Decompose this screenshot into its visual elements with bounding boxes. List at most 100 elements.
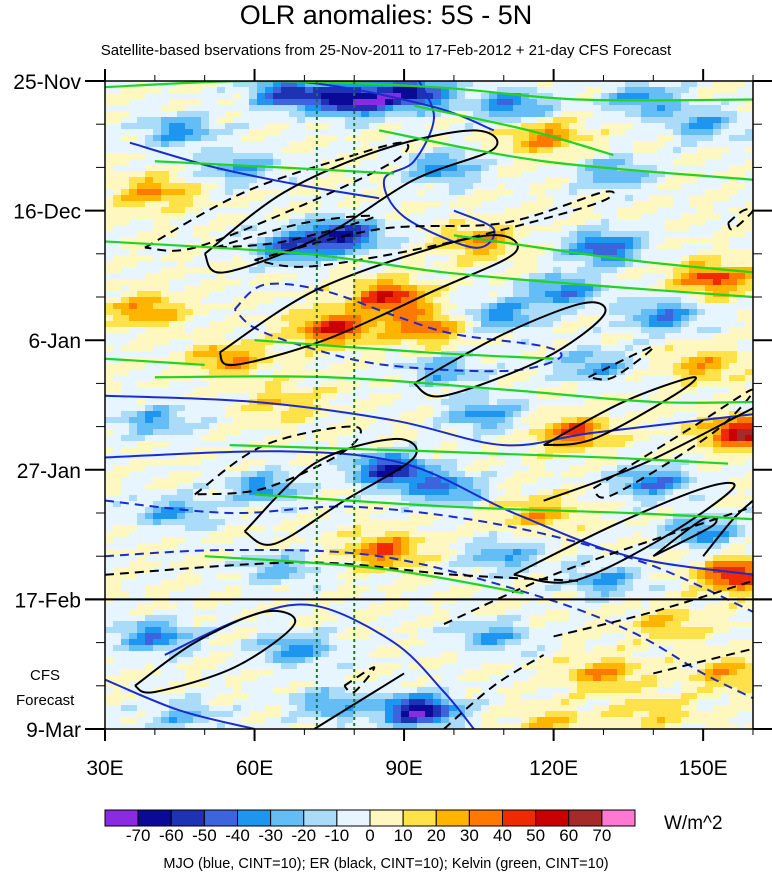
heat-cell <box>641 189 650 196</box>
heat-cell <box>249 441 258 448</box>
heat-cell <box>657 93 666 100</box>
heat-cell <box>217 387 226 394</box>
heat-cell <box>729 405 738 412</box>
heat-cell <box>329 447 338 454</box>
heat-cell <box>681 123 690 130</box>
heat-cell <box>161 207 170 214</box>
heat-cell <box>625 399 634 406</box>
heat-cell <box>433 261 442 268</box>
heat-cell <box>657 207 666 214</box>
heat-cell <box>409 231 418 238</box>
heat-cell <box>513 93 522 100</box>
heat-cell <box>473 303 482 310</box>
heat-cell <box>641 327 650 334</box>
heat-cell <box>609 159 618 166</box>
heat-cell <box>681 423 690 430</box>
heat-cell <box>177 249 186 256</box>
heat-cell <box>505 399 514 406</box>
heat-cell <box>313 435 322 442</box>
heat-cell <box>593 171 602 178</box>
heat-cell <box>457 231 466 238</box>
heat-cell <box>417 429 426 436</box>
heat-cell <box>233 261 242 268</box>
heat-cell <box>177 219 186 226</box>
heat-cell <box>697 405 706 412</box>
heat-cell <box>401 171 410 178</box>
heat-cell <box>609 387 618 394</box>
heat-cell <box>545 357 554 364</box>
heat-cell <box>385 255 394 262</box>
heat-cell <box>681 273 690 280</box>
heat-cell <box>585 183 594 190</box>
heat-cell <box>209 255 218 262</box>
heat-cell <box>721 147 730 154</box>
heat-cell <box>489 297 498 304</box>
heat-cell <box>689 189 698 196</box>
heat-cell <box>641 381 650 388</box>
heat-cell <box>537 393 546 400</box>
heat-cell <box>289 273 298 280</box>
heat-cell <box>385 105 394 112</box>
heat-cell <box>537 423 546 430</box>
heat-cell <box>241 129 250 136</box>
heat-cell <box>225 429 234 436</box>
heat-cell <box>105 267 114 274</box>
heat-cell <box>193 339 202 346</box>
heat-cell <box>121 171 130 178</box>
heat-cell <box>401 399 410 406</box>
heat-cell <box>537 321 546 328</box>
heat-cell <box>713 309 722 316</box>
heat-cell <box>457 399 466 406</box>
heat-cell <box>121 267 130 274</box>
heat-cell <box>681 249 690 256</box>
heat-cell <box>177 303 186 310</box>
heat-cell <box>169 93 178 100</box>
heat-cell <box>249 429 258 436</box>
heat-cell <box>193 309 202 316</box>
heat-cell <box>129 243 138 250</box>
heat-cell <box>433 195 442 202</box>
heat-cell <box>513 393 522 400</box>
heat-cell <box>521 333 530 340</box>
heat-cell <box>505 195 514 202</box>
heat-cell <box>129 153 138 160</box>
heat-cell <box>657 369 666 376</box>
heat-cell <box>297 129 306 136</box>
heat-cell <box>561 399 570 406</box>
heat-cell <box>289 321 298 328</box>
heat-cell <box>649 141 658 148</box>
heat-cell <box>345 87 354 94</box>
heat-cell <box>433 327 442 334</box>
heat-cell <box>609 219 618 226</box>
heat-cell <box>481 141 490 148</box>
heat-cell <box>417 393 426 400</box>
heat-cell <box>593 195 602 202</box>
heat-cell <box>545 261 554 268</box>
heat-cell <box>217 405 226 412</box>
heat-cell <box>537 297 546 304</box>
heat-cell <box>321 201 330 208</box>
heat-cell <box>633 237 642 244</box>
heat-cell <box>113 351 122 358</box>
heat-cell <box>289 255 298 262</box>
heat-cell <box>241 399 250 406</box>
heat-cell <box>457 267 466 274</box>
heat-cell <box>377 435 386 442</box>
heat-cell <box>305 171 314 178</box>
heat-cell <box>137 333 146 340</box>
heat-cell <box>201 387 210 394</box>
heat-cell <box>161 333 170 340</box>
heat-cell <box>313 375 322 382</box>
heat-cell <box>249 381 258 388</box>
heat-cell <box>249 237 258 244</box>
heat-cell <box>481 303 490 310</box>
heat-cell <box>193 219 202 226</box>
heat-cell <box>473 117 482 124</box>
heat-cell <box>225 411 234 418</box>
heat-cell <box>369 357 378 364</box>
heat-cell <box>225 447 234 454</box>
heat-cell <box>241 267 250 274</box>
heat-cell <box>401 87 410 94</box>
heat-cell <box>745 351 753 358</box>
heat-cell <box>105 105 114 112</box>
